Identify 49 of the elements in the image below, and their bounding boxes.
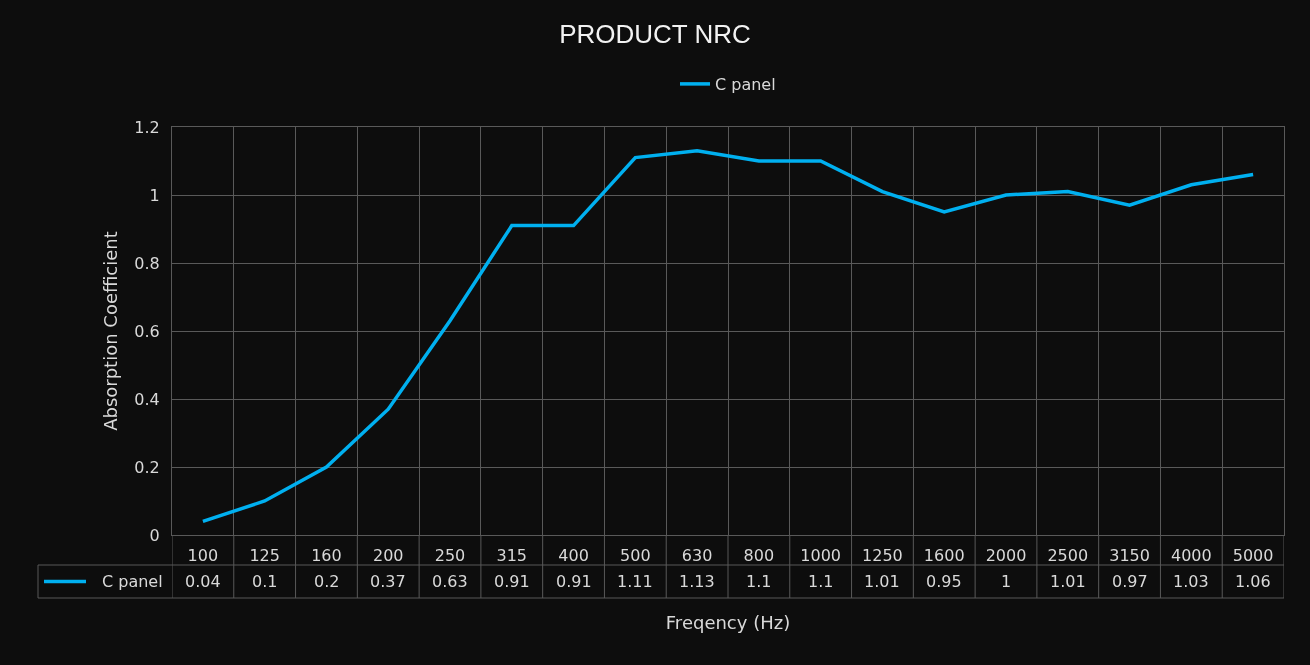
x-tick-label: 1250 (862, 546, 903, 566)
data-label: 0.63 (432, 572, 468, 591)
data-label: 1.03 (1173, 572, 1209, 591)
data-label: 1.13 (679, 572, 715, 591)
y-tick-label: 0.6 (134, 321, 160, 341)
line-series (201, 149, 1255, 524)
text: C panel (102, 572, 163, 591)
x-axis-title: Freqency (Hz) (665, 612, 791, 634)
x-tick-label: 1000 (800, 546, 842, 566)
x-tick-label: 125 (249, 546, 280, 566)
x-tick-label: 1600 (923, 546, 965, 566)
x-tick-label: 4000 (1170, 546, 1212, 566)
y-tick-label: 1 (149, 185, 160, 205)
data-label: 0.91 (494, 572, 530, 591)
x-tick-label: 630 (681, 546, 713, 566)
data-label: 1.11 (617, 572, 653, 591)
x-tick-label: 500 (620, 546, 651, 566)
x-tick-label: 400 (558, 546, 589, 566)
data-label: 0.1 (252, 572, 278, 591)
data-label: 0.37 (370, 572, 406, 591)
x-tick-label: 3150 (1109, 546, 1150, 566)
x-tick-label: 315 (496, 546, 528, 566)
x-tick-label: 100 (187, 546, 219, 566)
data-label: 0.91 (556, 572, 592, 591)
x-tick-label: 5000 (1232, 546, 1274, 566)
data-label: 1.06 (1235, 572, 1271, 591)
y-tick-label: 0.8 (134, 253, 160, 273)
data-label: 1.01 (864, 572, 900, 591)
data-label: 0.95 (926, 572, 962, 591)
y-axis-title: Absorption Coefficient (99, 231, 121, 431)
x-tick-label: 2000 (985, 546, 1027, 566)
x-tick-label: 250 (434, 546, 466, 566)
chart-title: PRODUCT NRC (559, 19, 751, 50)
data-label: 0.97 (1112, 572, 1148, 591)
x-tick-label: 200 (372, 546, 404, 566)
data-label: 1.01 (1050, 572, 1086, 591)
y-tick-label: 0 (149, 525, 160, 545)
y-tick-label: 0.2 (134, 457, 160, 477)
x-tick-label: 160 (311, 546, 342, 566)
data-label: 1 (1001, 572, 1012, 591)
data-label: 1.1 (746, 572, 772, 591)
y-tick-label: 0.4 (134, 389, 160, 409)
x-tick-label: 2500 (1047, 546, 1089, 566)
data-label: 0.04 (185, 572, 221, 591)
x-tick-label: 800 (743, 546, 775, 566)
data-label: 1.1 (808, 572, 834, 591)
legend-label: C panel (715, 75, 776, 95)
y-tick-label: 1.2 (134, 117, 160, 137)
data-label: 0.2 (314, 572, 340, 591)
